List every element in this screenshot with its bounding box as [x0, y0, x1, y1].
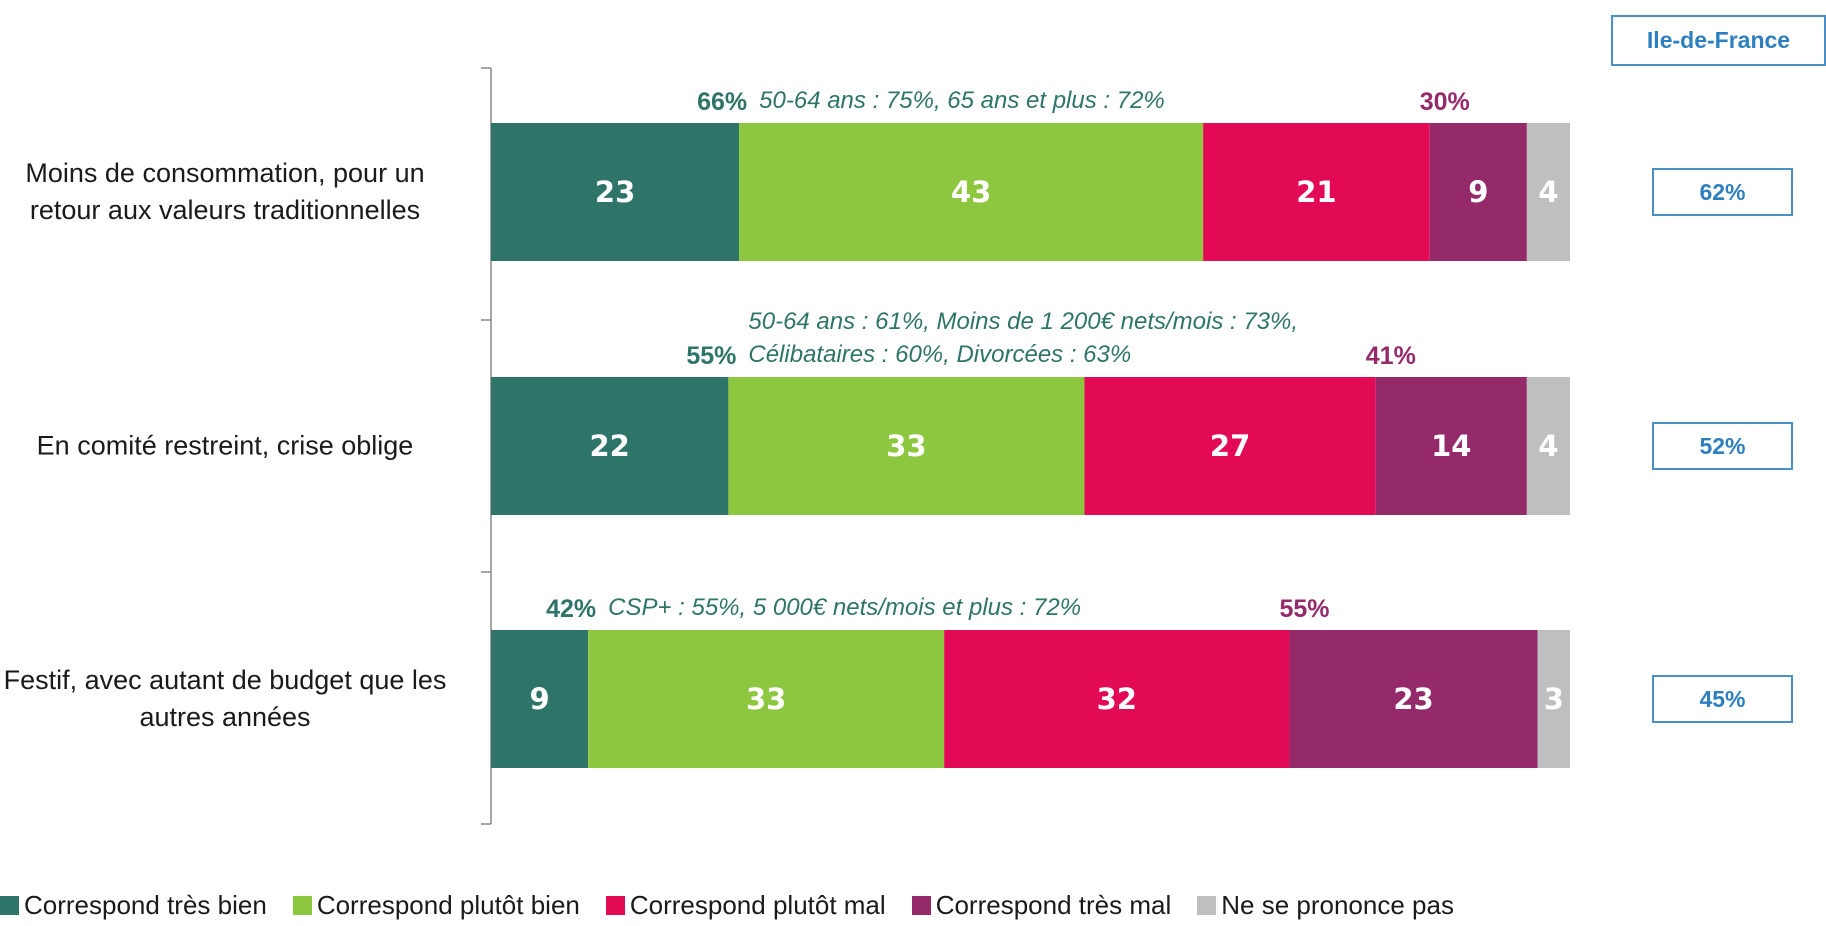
regional-value: 62%	[1652, 168, 1793, 216]
bar-segment	[1526, 377, 1570, 515]
legend-item: Correspond très bien	[0, 890, 267, 921]
bar-segment	[739, 123, 1204, 261]
legend-swatch	[0, 896, 19, 915]
annotation: 50-64 ans : 61%, Moins de 1 200€ nets/mo…	[748, 308, 1299, 368]
legend-item: Correspond très mal	[911, 890, 1172, 921]
segment-label: 9	[529, 682, 549, 716]
good-total: 66%	[697, 88, 748, 116]
legend-label: Ne se prononce pas	[1221, 890, 1454, 920]
bar-segment	[491, 377, 729, 515]
category-label: Festif, avec autant de budget que les au…	[3, 665, 447, 732]
segment-label: 9	[1468, 175, 1488, 209]
segment-label: 14	[1431, 429, 1471, 463]
regional-value: 52%	[1652, 422, 1793, 470]
legend-item: Correspond plutôt bien	[292, 890, 580, 921]
segment-label: 33	[746, 682, 786, 716]
legend-label: Correspond plutôt mal	[629, 890, 886, 920]
annotation: 50-64 ans : 75%, 65 ans et plus : 72%	[759, 87, 1165, 114]
segment-label: 21	[1296, 175, 1336, 209]
good-total: 42%	[546, 595, 597, 623]
good-total: 55%	[686, 342, 737, 370]
legend-swatch	[292, 896, 312, 915]
bar-segment	[588, 630, 945, 768]
bar-segment	[1203, 123, 1430, 261]
segment-label: 32	[1097, 682, 1137, 716]
segment-label: 22	[590, 429, 630, 463]
bad-total: 30%	[1419, 88, 1470, 116]
legend-label: Correspond plutôt bien	[316, 890, 580, 920]
bar-segment	[944, 630, 1290, 768]
legend-swatch	[911, 896, 931, 915]
legend: Correspond très bien Correspond plutôt bi…	[0, 890, 1454, 921]
bar-segment	[491, 123, 740, 261]
regional-value: 45%	[1652, 675, 1793, 723]
regional-title: Ile-de-France	[1611, 15, 1826, 66]
legend-label: Correspond très bien	[24, 890, 267, 920]
bar-segment	[728, 377, 1085, 515]
bar-segment	[1429, 123, 1527, 261]
segment-label: 4	[1538, 429, 1558, 463]
legend-item: Correspond plutôt mal	[605, 890, 886, 921]
segment-label: 27	[1210, 429, 1250, 463]
legend-swatch	[605, 896, 625, 915]
segment-label: 23	[595, 175, 635, 209]
bar-segment	[1537, 630, 1570, 768]
segment-label: 33	[886, 429, 926, 463]
bar-segment	[1375, 377, 1527, 515]
bad-total: 41%	[1365, 342, 1416, 370]
bar-segment	[1289, 630, 1538, 768]
segment-label: 3	[1544, 682, 1564, 716]
bar-segment	[1526, 123, 1570, 261]
segment-label: 43	[951, 175, 991, 209]
bar-segment	[491, 630, 589, 768]
annotation: CSP+ : 55%, 5 000€ nets/mois et plus : 7…	[608, 594, 1082, 621]
category-label: En comité restreint, crise oblige	[36, 430, 414, 461]
bar-segment	[1084, 377, 1376, 515]
segment-label: 23	[1393, 682, 1433, 716]
legend-swatch	[1197, 896, 1217, 915]
bad-total: 55%	[1279, 595, 1330, 623]
segment-label: 4	[1538, 175, 1558, 209]
category-label: Moins de consommation, pour un retour au…	[25, 158, 425, 225]
legend-item: Ne se prononce pas	[1197, 890, 1454, 921]
legend-label: Correspond très mal	[935, 890, 1172, 920]
